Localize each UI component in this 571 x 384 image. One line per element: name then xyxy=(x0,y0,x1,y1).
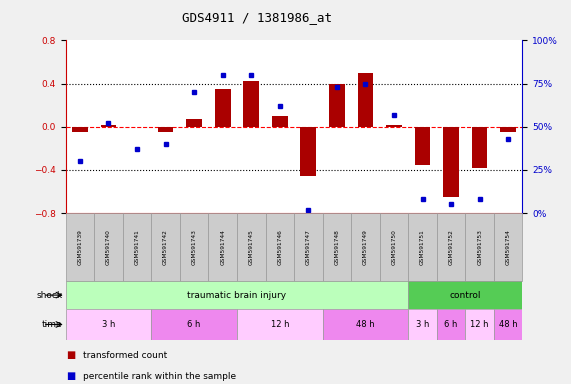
Text: GSM591750: GSM591750 xyxy=(392,229,396,265)
Text: traumatic brain injury: traumatic brain injury xyxy=(187,291,287,300)
Text: GSM591748: GSM591748 xyxy=(335,229,339,265)
Bar xyxy=(272,116,288,127)
Bar xyxy=(323,213,351,281)
Text: GSM591740: GSM591740 xyxy=(106,229,111,265)
Text: transformed count: transformed count xyxy=(83,351,167,360)
Bar xyxy=(151,213,180,281)
Text: 6 h: 6 h xyxy=(187,320,201,329)
Bar xyxy=(472,127,488,168)
Bar xyxy=(186,119,202,127)
Text: 48 h: 48 h xyxy=(356,320,375,329)
Bar xyxy=(215,89,231,127)
Bar xyxy=(415,127,431,164)
Text: 6 h: 6 h xyxy=(444,320,458,329)
Text: GSM591753: GSM591753 xyxy=(477,229,482,265)
Bar xyxy=(243,81,259,127)
Bar xyxy=(465,213,494,281)
Bar xyxy=(329,84,345,127)
Text: 3 h: 3 h xyxy=(416,320,429,329)
Bar xyxy=(437,309,465,340)
Text: control: control xyxy=(449,291,481,300)
Text: GSM591742: GSM591742 xyxy=(163,229,168,265)
Bar xyxy=(237,309,323,340)
Bar xyxy=(294,213,323,281)
Text: GSM591746: GSM591746 xyxy=(278,229,282,265)
Text: percentile rank within the sample: percentile rank within the sample xyxy=(83,372,236,381)
Bar xyxy=(351,213,380,281)
Bar xyxy=(380,213,408,281)
Text: GSM591741: GSM591741 xyxy=(135,229,139,265)
Bar xyxy=(237,213,266,281)
Text: time: time xyxy=(42,320,63,329)
Text: GSM591745: GSM591745 xyxy=(249,229,254,265)
Text: GDS4911 / 1381986_at: GDS4911 / 1381986_at xyxy=(182,12,332,25)
Bar xyxy=(500,127,516,132)
Bar xyxy=(100,124,116,127)
Bar xyxy=(437,213,465,281)
Text: ■: ■ xyxy=(66,371,75,381)
Text: GSM591754: GSM591754 xyxy=(506,229,510,265)
Text: 12 h: 12 h xyxy=(271,320,289,329)
Bar xyxy=(66,309,151,340)
Bar xyxy=(123,213,151,281)
Bar xyxy=(494,213,522,281)
Bar xyxy=(357,73,373,127)
Bar xyxy=(443,127,459,197)
Bar xyxy=(494,309,522,340)
Bar xyxy=(72,127,88,132)
Text: ■: ■ xyxy=(66,350,75,360)
Text: GSM591751: GSM591751 xyxy=(420,229,425,265)
Text: GSM591752: GSM591752 xyxy=(449,229,453,265)
Bar xyxy=(180,213,208,281)
Text: GSM591749: GSM591749 xyxy=(363,229,368,265)
Bar xyxy=(208,213,237,281)
Bar xyxy=(408,213,437,281)
Text: 48 h: 48 h xyxy=(499,320,517,329)
Bar xyxy=(323,309,408,340)
Bar xyxy=(408,309,437,340)
Text: GSM591744: GSM591744 xyxy=(220,229,225,265)
Bar xyxy=(465,309,494,340)
Text: shock: shock xyxy=(37,291,63,300)
Bar xyxy=(66,281,408,309)
Bar xyxy=(408,281,522,309)
Text: GSM591743: GSM591743 xyxy=(192,229,196,265)
Bar xyxy=(300,127,316,176)
Text: 3 h: 3 h xyxy=(102,320,115,329)
Bar xyxy=(151,309,237,340)
Bar xyxy=(94,213,123,281)
Bar xyxy=(66,213,94,281)
Bar xyxy=(386,124,402,127)
Text: GSM591747: GSM591747 xyxy=(306,229,311,265)
Bar xyxy=(158,127,174,132)
Text: GSM591739: GSM591739 xyxy=(78,229,82,265)
Bar xyxy=(266,213,294,281)
Text: 12 h: 12 h xyxy=(471,320,489,329)
